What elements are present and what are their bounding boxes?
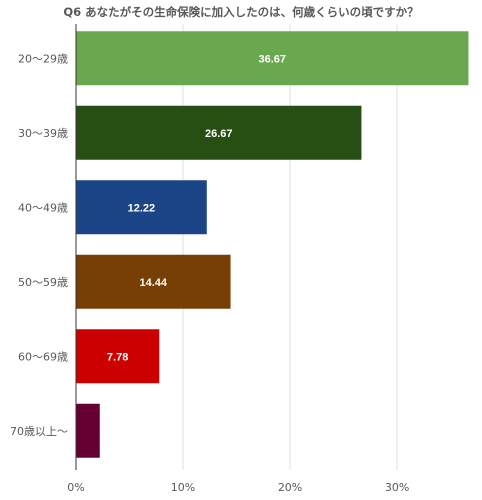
- data-label: 26.67: [205, 128, 233, 140]
- category-label: 20〜29歳: [18, 52, 68, 65]
- bar: [76, 329, 160, 384]
- data-label: 36.67: [258, 53, 286, 65]
- data-label: 12.22: [128, 202, 156, 214]
- category-label: 70歳以上〜: [10, 425, 68, 438]
- bar: [76, 31, 469, 86]
- x-tick-label: 30%: [385, 481, 409, 494]
- chart-title: Q6 あなたがその生命保険に加入したのは、何歳くらいの頃ですか？: [63, 5, 419, 19]
- x-tick-label: 10%: [171, 481, 195, 494]
- bar: [76, 105, 362, 160]
- bar: [76, 403, 100, 458]
- category-label: 40〜49歳: [18, 201, 68, 214]
- x-tick-label: 20%: [278, 481, 302, 494]
- bar: [76, 254, 231, 309]
- data-label: 14.44: [140, 277, 168, 289]
- category-label: 50〜59歳: [18, 276, 68, 289]
- bar: [76, 180, 207, 235]
- category-label: 60〜69歳: [18, 350, 68, 363]
- x-tick-label: 0%: [67, 481, 84, 494]
- category-label: 30〜39歳: [18, 127, 68, 140]
- data-label: 7.78: [107, 351, 128, 363]
